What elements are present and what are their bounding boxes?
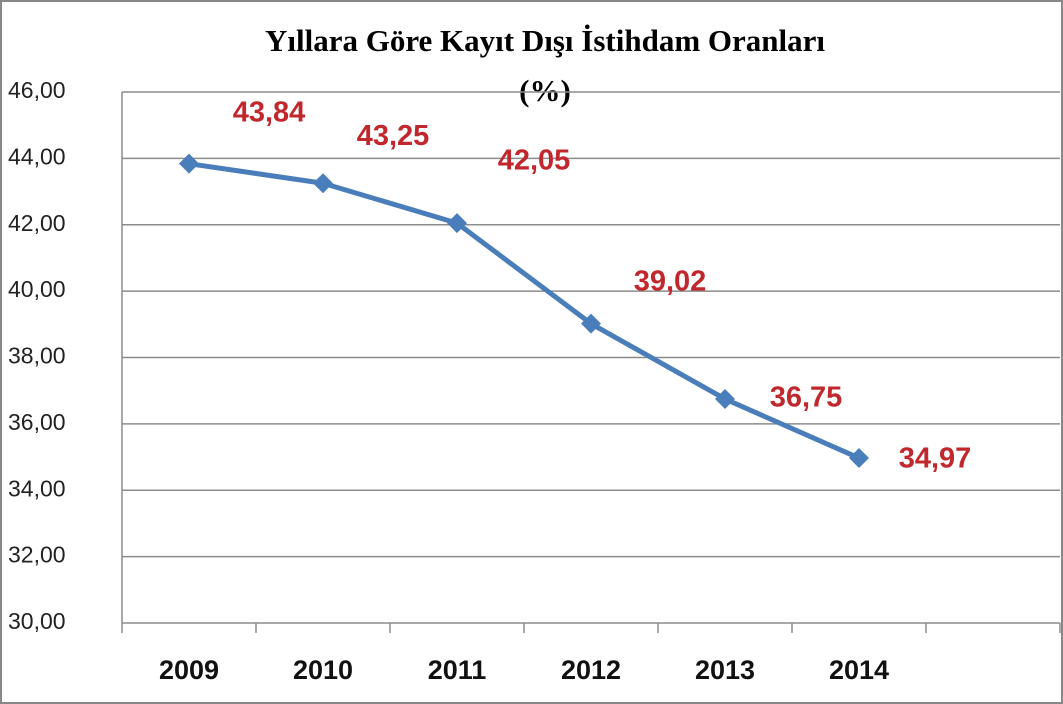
data-point: [849, 448, 869, 469]
x-tick-label: 2009: [159, 655, 219, 685]
data-point: [447, 213, 467, 234]
data-label: 42,05: [498, 145, 571, 177]
data-point: [581, 313, 601, 334]
x-tick-label: 2011: [428, 655, 487, 685]
y-tick-label: 36,00: [8, 409, 66, 435]
y-tick-label: 38,00: [8, 343, 66, 369]
y-tick-label: 46,00: [8, 77, 66, 103]
x-tick-label: 2014: [829, 655, 889, 685]
data-point: [715, 388, 735, 409]
data-line: [188, 161, 861, 461]
y-tick-label: 32,00: [8, 542, 66, 568]
data-label: 36,75: [770, 382, 843, 414]
x-tick-label: 2010: [293, 655, 353, 685]
data-label: 43,25: [357, 120, 430, 152]
data-label: 43,84: [233, 96, 306, 128]
y-tick-label: 34,00: [8, 475, 66, 501]
x-tick-label: 2013: [695, 655, 755, 685]
y-tick-label: 42,00: [8, 210, 66, 236]
x-tick-label: 2012: [561, 655, 621, 685]
data-point: [313, 173, 333, 194]
data-label: 34,97: [899, 443, 972, 475]
y-tick-label: 30,00: [8, 608, 66, 634]
data-point: [179, 153, 199, 174]
chart-subtitle: (%): [519, 73, 571, 108]
y-tick-label: 44,00: [8, 143, 66, 169]
chart-title: Yıllara Göre Kayıt Dışı İstihdam Oranlar…: [265, 23, 825, 58]
y-tick-label: 40,00: [8, 276, 66, 302]
data-label: 39,02: [634, 265, 707, 297]
